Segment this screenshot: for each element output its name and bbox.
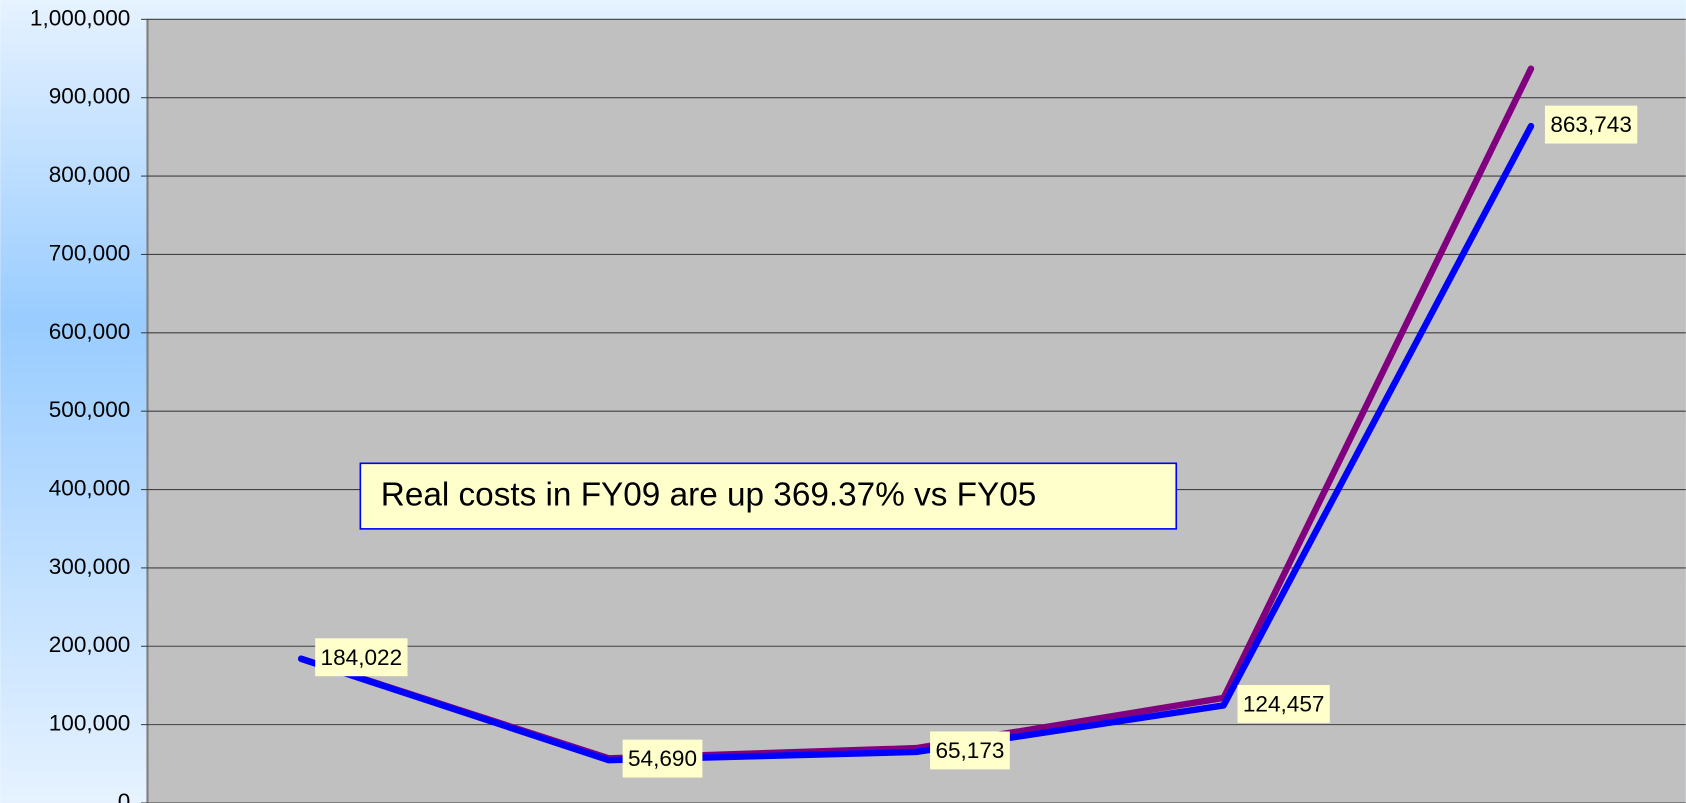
data-label-box (930, 731, 1010, 770)
y-tick-label: 200,000 (49, 632, 131, 657)
data-label-box (1237, 684, 1330, 723)
data-label: 54,690 (628, 746, 697, 771)
y-tick-label: 700,000 (49, 240, 131, 265)
series-line (297, 122, 1535, 764)
y-tick-label: 0 (118, 789, 131, 803)
data-label: 65,173 (935, 738, 1004, 763)
y-tick-label: 400,000 (49, 476, 131, 501)
data-label-group: 184,022 (315, 638, 408, 677)
y-tick-label: 900,000 (49, 84, 131, 109)
data-label-box (1544, 105, 1638, 144)
data-label: 863,743 (1550, 112, 1632, 137)
data-label-box (315, 638, 408, 677)
y-tick-label: 600,000 (49, 319, 131, 344)
data-label-group: 124,457 (1237, 684, 1330, 723)
y-tick-label: 800,000 (49, 162, 131, 187)
data-label-group: 54,690 (622, 739, 703, 778)
data-label: 124,457 (1243, 691, 1325, 716)
data-label-group: 65,173 (930, 731, 1010, 770)
y-tick-label: 1,000,000 (30, 5, 130, 30)
y-tick-label: 300,000 (49, 554, 131, 579)
annotation: Real costs in FY09 are up 369.37% vs FY0… (381, 476, 1036, 513)
data-label: 184,022 (321, 645, 403, 670)
y-tick-label: 100,000 (49, 711, 131, 736)
data-label-group: 863,743 (1544, 105, 1638, 144)
y-tick-label: 500,000 (49, 397, 131, 422)
annotation-box (359, 462, 1178, 530)
data-label-box (622, 739, 703, 778)
